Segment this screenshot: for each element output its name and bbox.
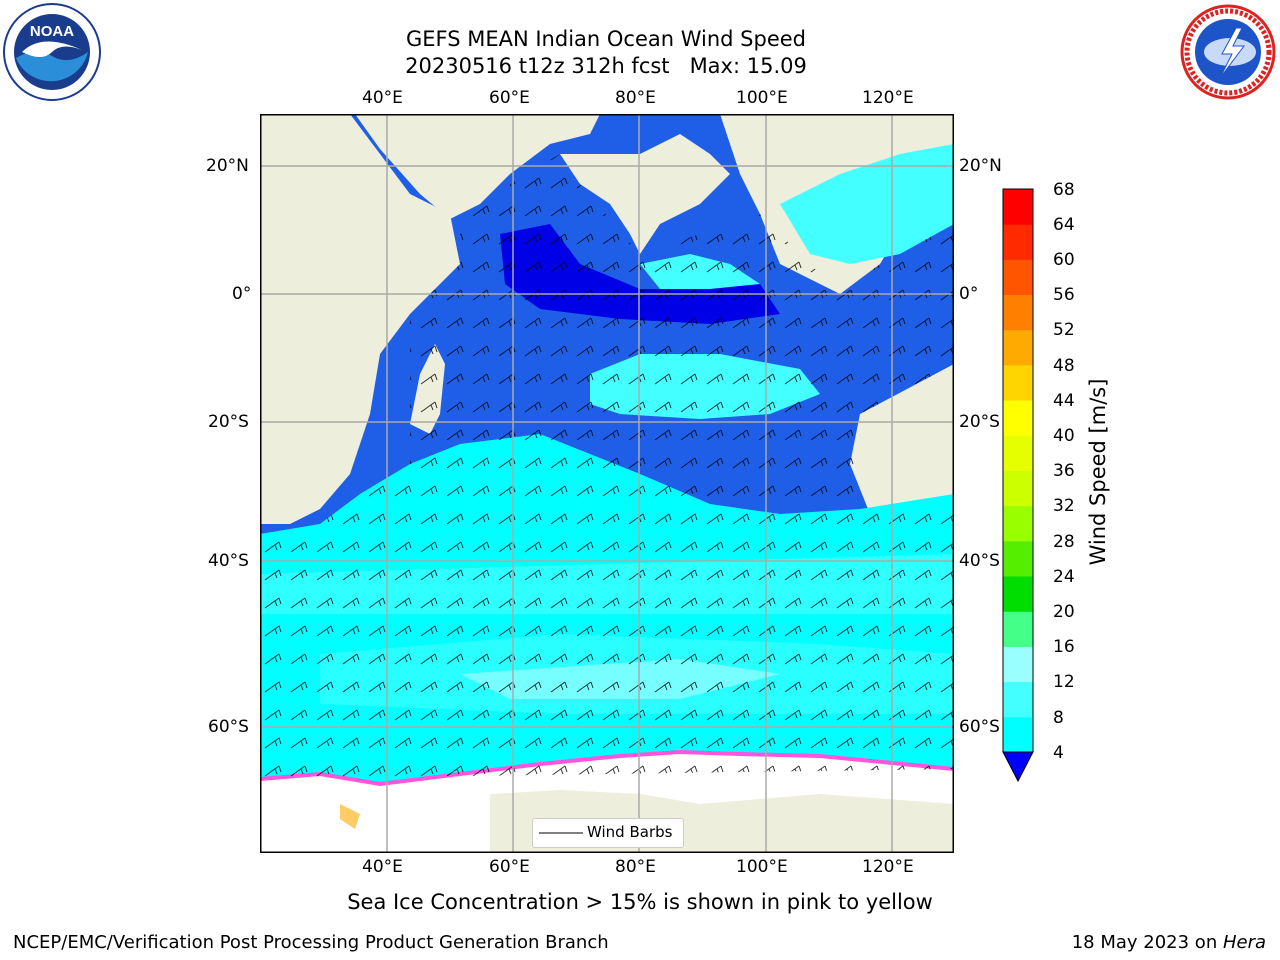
lon-tick-bottom-1: 60°E (489, 857, 530, 877)
map-gridlines (260, 114, 954, 853)
cb-tick-2: 60 (1053, 250, 1075, 270)
cb-tick-13: 16 (1053, 637, 1075, 657)
colorbar-segment (1003, 470, 1033, 507)
colorbar-extend-arrow (1002, 751, 1034, 783)
lat-tick-left-3: 40°S (208, 551, 249, 571)
lon-tick-bottom-4: 120°E (862, 857, 914, 877)
chart-title: GEFS MEAN Indian Ocean Wind Speed (405, 27, 807, 51)
chart-subtitle: 20230516 t12z 312h fcst Max: 15.09 (405, 54, 807, 78)
colorbar-segment (1003, 435, 1033, 471)
colorbar-segment (1003, 540, 1033, 577)
lon-tick-bottom-2: 80°E (615, 857, 656, 877)
lon-tick-bottom-3: 100°E (736, 857, 788, 877)
colorbar-segment (1003, 681, 1033, 718)
map-panel: Wind Barbs (260, 114, 954, 853)
legend-line (539, 832, 583, 834)
lat-tick-right-0: 20°N (959, 156, 1002, 176)
lon-tick-top-4: 120°E (862, 88, 914, 108)
cb-tick-4: 52 (1053, 320, 1075, 340)
lat-tick-left-0: 20°N (206, 156, 249, 176)
legend-label: Wind Barbs (587, 823, 673, 841)
footer-left: NCEP/EMC/Verification Post Processing Pr… (13, 932, 609, 953)
lon-tick-bottom-0: 40°E (362, 857, 403, 877)
cb-tick-14: 12 (1053, 672, 1075, 692)
cb-tick-6: 44 (1053, 391, 1075, 411)
lat-tick-left-4: 60°S (208, 717, 249, 737)
lon-tick-top-1: 60°E (489, 88, 530, 108)
cb-tick-8: 36 (1053, 461, 1075, 481)
lat-tick-right-3: 40°S (959, 551, 1000, 571)
cb-tick-3: 56 (1053, 285, 1075, 305)
colorbar-label: Wind Speed [m/s] (1086, 378, 1110, 566)
lon-tick-top-2: 80°E (615, 88, 656, 108)
colorbar (1002, 188, 1034, 783)
lon-tick-top-3: 100°E (736, 88, 788, 108)
australia-land (850, 364, 954, 524)
lat-tick-right-1: 0° (959, 284, 979, 304)
colorbar-segment (1003, 576, 1033, 612)
cb-tick-12: 20 (1053, 602, 1075, 622)
cb-tick-0: 68 (1053, 180, 1075, 200)
lat-tick-right-4: 60°S (959, 717, 1000, 737)
colorbar-segment (1003, 364, 1033, 401)
colorbar-segment (1003, 189, 1033, 225)
sea-ice-caption: Sea Ice Concentration > 15% is shown in … (347, 890, 933, 914)
noaa-logo-text: NOAA (30, 23, 74, 40)
footer-machine: Hera (1222, 932, 1266, 953)
cb-tick-11: 24 (1053, 567, 1075, 587)
footer-right: 18 May 2023 on Hera (1072, 932, 1266, 953)
colorbar-segment (1003, 646, 1033, 683)
lat-tick-left-1: 0° (232, 284, 252, 304)
cb-tick-1: 64 (1053, 215, 1075, 235)
lat-tick-left-2: 20°S (208, 412, 249, 432)
colorbar-segment (1003, 329, 1033, 366)
footer-date: 18 May 2023 on (1071, 932, 1223, 953)
india-land (560, 134, 730, 254)
colorbar-segment (1003, 611, 1033, 647)
noaa-logo: NOAA (2, 2, 102, 102)
cb-tick-10: 28 (1053, 532, 1075, 552)
wind-barbs-layer (260, 154, 954, 779)
cb-tick-5: 48 (1053, 356, 1075, 376)
nws-logo (1178, 2, 1278, 102)
lat-tick-right-2: 20°S (959, 412, 1000, 432)
colorbar-segment (1003, 400, 1033, 436)
colorbar-segment (1003, 505, 1033, 542)
wind-barbs-legend: Wind Barbs (532, 818, 684, 848)
cb-tick-16: 4 (1053, 743, 1064, 763)
colorbar-segment (1003, 716, 1033, 753)
cb-tick-15: 8 (1053, 708, 1064, 728)
colorbar-segment (1003, 259, 1033, 296)
lon-tick-top-0: 40°E (362, 88, 403, 108)
cb-tick-9: 32 (1053, 496, 1075, 516)
colorbar-segment (1003, 294, 1033, 331)
cb-tick-7: 40 (1053, 426, 1075, 446)
colorbar-segment (1003, 224, 1033, 260)
